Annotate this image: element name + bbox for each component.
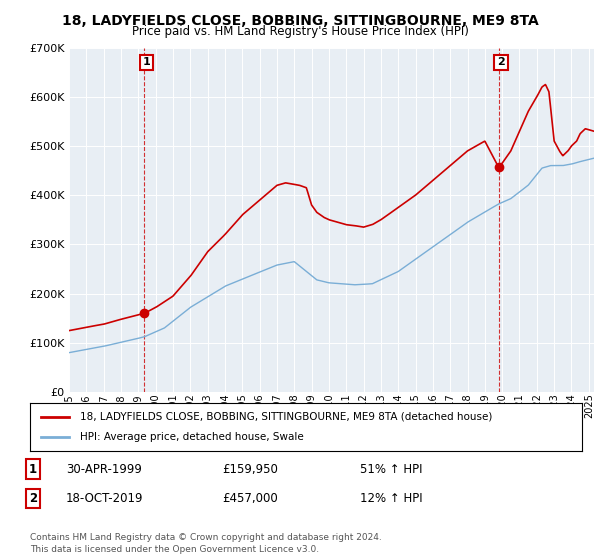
Text: 18-OCT-2019: 18-OCT-2019: [66, 492, 143, 505]
Text: 12% ↑ HPI: 12% ↑ HPI: [360, 492, 422, 505]
Text: 1: 1: [143, 57, 151, 67]
Text: £159,950: £159,950: [222, 463, 278, 476]
Text: 2: 2: [497, 57, 505, 67]
Text: Price paid vs. HM Land Registry's House Price Index (HPI): Price paid vs. HM Land Registry's House …: [131, 25, 469, 38]
Text: 51% ↑ HPI: 51% ↑ HPI: [360, 463, 422, 476]
Text: Contains HM Land Registry data © Crown copyright and database right 2024.
This d: Contains HM Land Registry data © Crown c…: [30, 533, 382, 554]
Text: 18, LADYFIELDS CLOSE, BOBBING, SITTINGBOURNE, ME9 8TA (detached house): 18, LADYFIELDS CLOSE, BOBBING, SITTINGBO…: [80, 412, 492, 422]
Text: 2: 2: [29, 492, 37, 505]
Text: 1: 1: [29, 463, 37, 476]
Text: HPI: Average price, detached house, Swale: HPI: Average price, detached house, Swal…: [80, 432, 304, 442]
Text: £457,000: £457,000: [222, 492, 278, 505]
Text: 30-APR-1999: 30-APR-1999: [66, 463, 142, 476]
Text: 18, LADYFIELDS CLOSE, BOBBING, SITTINGBOURNE, ME9 8TA: 18, LADYFIELDS CLOSE, BOBBING, SITTINGBO…: [62, 14, 538, 28]
